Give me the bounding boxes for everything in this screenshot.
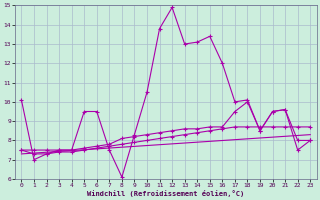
X-axis label: Windchill (Refroidissement éolien,°C): Windchill (Refroidissement éolien,°C) [87, 190, 244, 197]
